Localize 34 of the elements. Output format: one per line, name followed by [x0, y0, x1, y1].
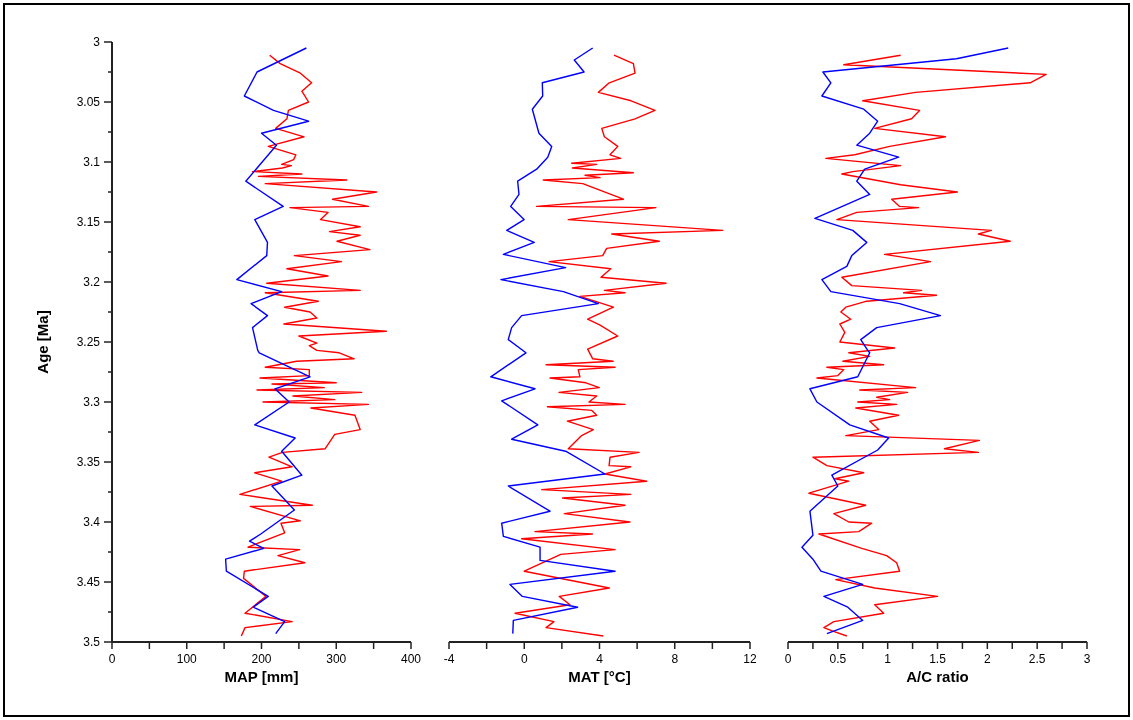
x-axis-title: A/C ratio — [906, 668, 969, 685]
y-tick-label: 3.4 — [83, 515, 101, 529]
x-tick-label: 1 — [884, 652, 892, 666]
x-tick-label: 2 — [983, 652, 991, 666]
y-tick-label: 3.25 — [76, 335, 101, 349]
x-tick-label: 8 — [671, 652, 679, 666]
y-axis-title: Age [Ma] — [34, 310, 51, 374]
x-tick-label: 200 — [251, 652, 272, 666]
y-tick-label: 3.45 — [76, 575, 101, 589]
x-tick-label: 2.5 — [1028, 652, 1046, 666]
x-tick-label: 12 — [743, 652, 757, 666]
x-tick-label: 3 — [1083, 652, 1091, 666]
x-tick-label: -4 — [443, 652, 455, 666]
line-series — [224, 47, 311, 635]
y-tick-label: 3.05 — [76, 95, 101, 109]
x-axis-title: MAT [°C] — [568, 668, 631, 685]
y-tick-label: 3 — [93, 35, 101, 49]
x-tick-label: 4 — [596, 652, 604, 666]
x-tick-label: 300 — [326, 652, 347, 666]
x-axis-title: MAP [mm] — [224, 668, 299, 685]
y-tick-label: 3.1 — [83, 155, 101, 169]
y-tick-label: 3.3 — [83, 395, 101, 409]
x-tick-label: 0 — [520, 652, 528, 666]
x-tick-label: 0.5 — [829, 652, 847, 666]
line-series — [239, 54, 388, 637]
y-tick-label: 3.5 — [83, 635, 101, 649]
x-tick-label: 100 — [176, 652, 198, 666]
x-tick-label: 0 — [108, 652, 116, 666]
x-tick-label: 400 — [400, 652, 422, 666]
y-tick-label: 3.2 — [83, 275, 101, 289]
y-tick-label: 3.35 — [76, 455, 101, 469]
y-tick-label: 3.15 — [76, 215, 101, 229]
x-tick-label: 0 — [784, 652, 792, 666]
x-tick-label: 1.5 — [929, 652, 947, 666]
